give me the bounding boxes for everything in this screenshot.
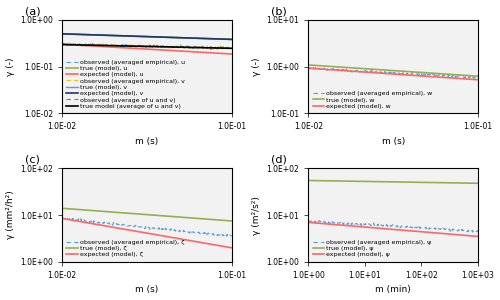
Legend: observed (averaged empirical), ζ, true (model), ζ, expected (model), ζ: observed (averaged empirical), ζ, true (… [65,238,186,259]
Text: (b): (b) [271,6,286,16]
Y-axis label: γ (m²/s²): γ (m²/s²) [252,196,261,235]
Y-axis label: γ (-): γ (-) [252,57,261,76]
Text: (a): (a) [24,6,40,16]
Legend: observed (averaged empirical), ψ, true (model), ψ, expected (model), ψ: observed (averaged empirical), ψ, true (… [312,238,432,259]
Text: (c): (c) [24,154,40,165]
Legend: observed (averaged empirical), w, true (model), w, expected (model), w: observed (averaged empirical), w, true (… [312,90,434,110]
Text: (d): (d) [271,154,287,165]
X-axis label: m (s): m (s) [382,137,405,146]
Y-axis label: γ (-): γ (-) [6,57,15,76]
Y-axis label: γ (mm²/h²): γ (mm²/h²) [6,191,15,239]
X-axis label: m (s): m (s) [135,137,158,146]
X-axis label: m (min): m (min) [376,285,411,294]
Legend: observed (averaged empirical), u, true (model), u, expected (model), u, observed: observed (averaged empirical), u, true (… [65,58,186,110]
X-axis label: m (s): m (s) [135,285,158,294]
